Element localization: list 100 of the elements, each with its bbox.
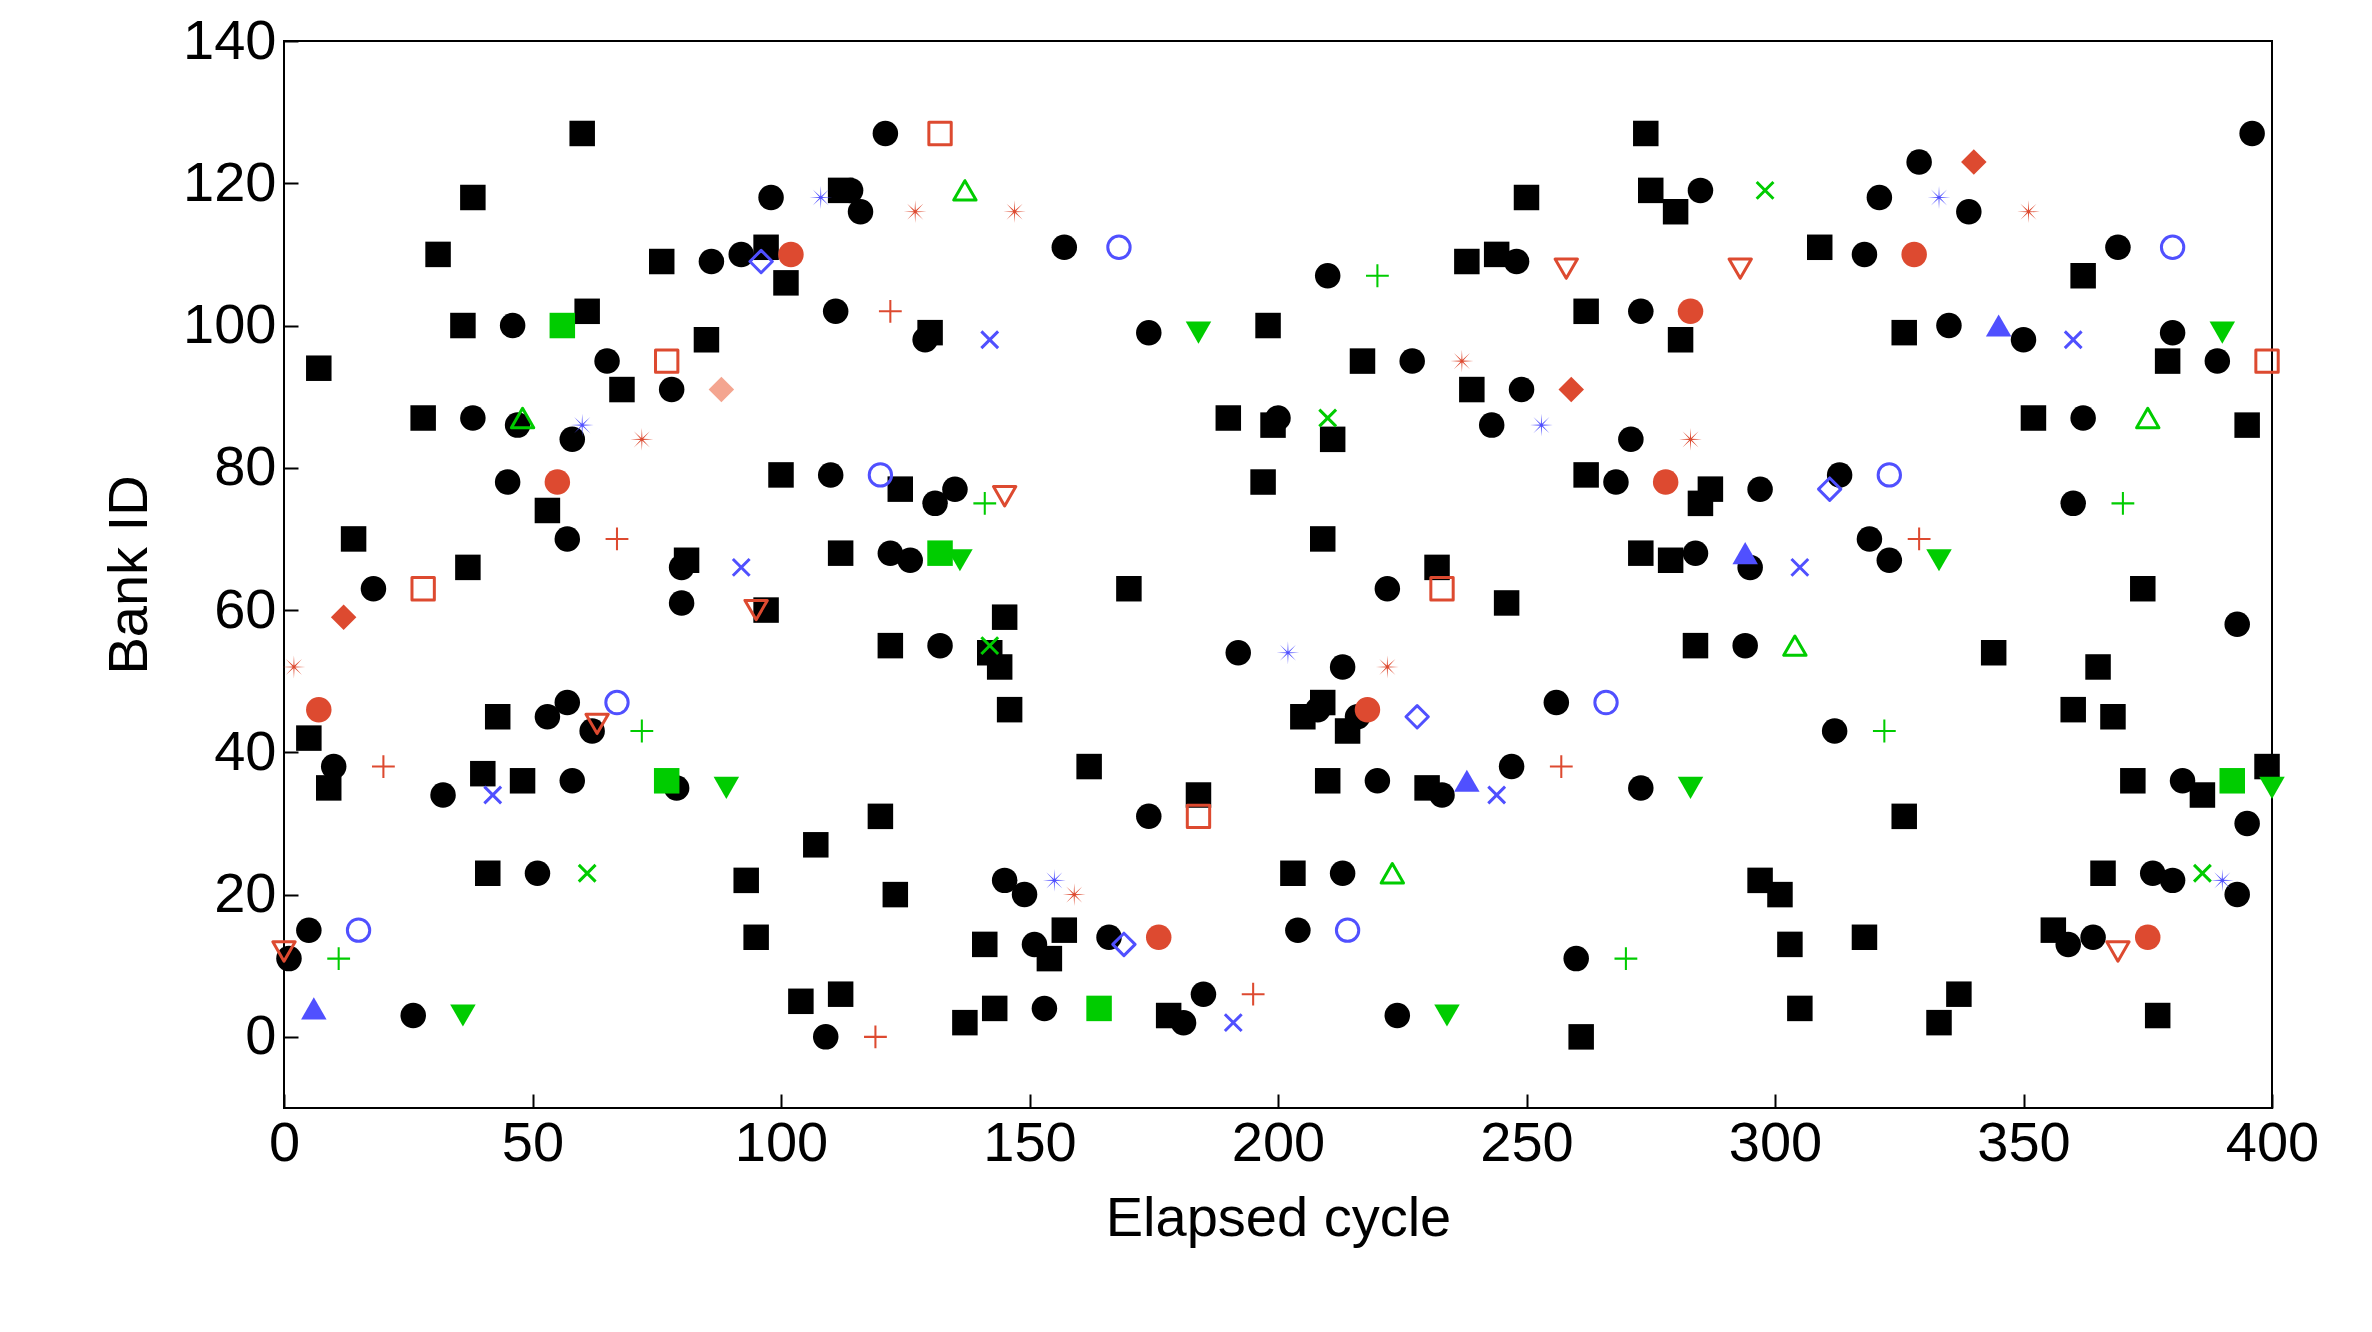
point [410, 576, 436, 602]
point [450, 1004, 476, 1027]
point [306, 696, 332, 723]
y-tick-label: 20 [214, 861, 277, 925]
point [1876, 462, 1902, 488]
point [544, 469, 571, 495]
point [654, 348, 680, 374]
point [2135, 924, 2161, 950]
point [1454, 769, 1480, 792]
y-tick-label: 140 [183, 7, 277, 71]
point [1679, 427, 1702, 451]
x-tick-label: 100 [734, 1109, 829, 1173]
point [1223, 1012, 1244, 1033]
point [743, 598, 769, 622]
point [605, 527, 629, 551]
point [927, 540, 953, 566]
point [878, 299, 902, 323]
point [1677, 776, 1704, 799]
point [2063, 329, 2084, 350]
point [778, 241, 804, 268]
y-tick-label: 100 [183, 292, 277, 356]
point [509, 406, 536, 430]
point [1727, 257, 1753, 280]
point [1985, 314, 2012, 337]
point [2192, 863, 2213, 884]
point [748, 248, 774, 275]
point [1558, 376, 1584, 403]
point [1486, 785, 1507, 805]
point [330, 604, 357, 630]
y-axis-title: Bank ID [96, 475, 160, 675]
point [1926, 549, 1952, 572]
point [1549, 755, 1573, 778]
point [1334, 917, 1361, 943]
y-tick-label: 40 [214, 718, 277, 782]
x-tick-label: 350 [1977, 1109, 2071, 1173]
point [1593, 689, 1619, 716]
point [2254, 348, 2280, 374]
point [549, 312, 576, 339]
point [1652, 469, 1679, 495]
y-tick-label: 80 [214, 434, 277, 498]
point [327, 947, 351, 971]
point [1961, 149, 1987, 175]
point [713, 776, 740, 799]
point [482, 785, 503, 805]
y-tick-label: 120 [183, 149, 277, 213]
point [864, 1025, 887, 1049]
point [1755, 180, 1775, 201]
point [708, 376, 735, 403]
x-tick-label: 250 [1480, 1109, 1574, 1173]
point [1106, 234, 1132, 260]
point [2111, 491, 2135, 515]
point [372, 755, 395, 778]
point [1111, 931, 1137, 958]
point [2135, 406, 2161, 430]
point [301, 997, 327, 1020]
point [345, 917, 372, 943]
point [630, 719, 654, 743]
point [867, 462, 894, 488]
point [604, 689, 630, 716]
point [1354, 696, 1381, 723]
point [2219, 768, 2245, 794]
point [1429, 576, 1455, 602]
point [973, 491, 997, 515]
point [1614, 947, 1638, 971]
point [927, 120, 953, 147]
point [1317, 408, 1338, 428]
x-tick-label: 400 [2225, 1109, 2320, 1173]
point [2159, 234, 2186, 260]
y-tick-label: 60 [214, 576, 277, 640]
y-tick-label: 0 [245, 1003, 277, 1067]
point [1732, 542, 1758, 565]
point [991, 485, 1018, 508]
point [1553, 257, 1579, 280]
point [1816, 476, 1843, 502]
point [2209, 321, 2236, 344]
x-tick-label: 300 [1728, 1109, 1823, 1173]
point [1185, 321, 1212, 344]
point [1901, 241, 1927, 268]
point [1241, 982, 1265, 1006]
point [1782, 634, 1808, 657]
x-axis-title: Elapsed cycle [1105, 1184, 1452, 1248]
point [577, 863, 598, 884]
point [731, 557, 752, 578]
point [1404, 704, 1430, 730]
point [1366, 264, 1389, 288]
point [1145, 924, 1172, 950]
point [1789, 557, 1810, 578]
point [653, 768, 680, 794]
x-tick-label: 200 [1231, 1109, 1326, 1173]
point [1379, 862, 1405, 885]
point [1872, 719, 1896, 743]
point [952, 179, 978, 202]
x-tick-label: 50 [501, 1109, 565, 1173]
point [1907, 527, 1931, 551]
point [1185, 803, 1212, 830]
point [1086, 995, 1112, 1022]
point [1434, 1004, 1460, 1027]
point [584, 712, 610, 736]
x-tick-label: 150 [983, 1109, 1077, 1173]
point [979, 329, 1000, 350]
